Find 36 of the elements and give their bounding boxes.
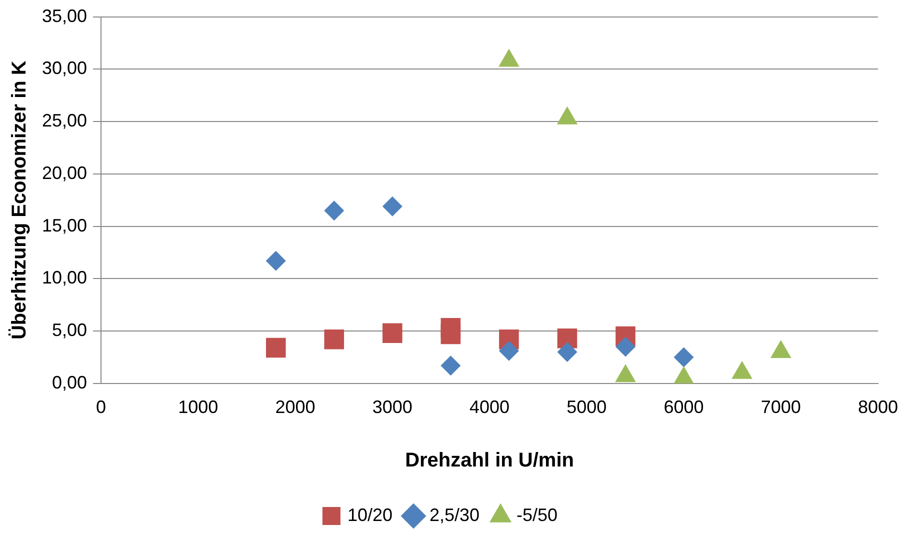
x-tick-label: 1000: [178, 397, 218, 418]
y-tick-label: 30,00: [42, 58, 88, 78]
y-tick-label: 25,00: [42, 110, 88, 131]
y-tick-label: 15,00: [42, 215, 88, 236]
point: [440, 324, 461, 344]
point: [440, 356, 461, 376]
point: [674, 347, 694, 368]
y-tick-label: 10,00: [42, 268, 88, 288]
point: [266, 338, 286, 358]
x-tick-label: 8000: [858, 397, 898, 418]
point: [498, 48, 520, 67]
point: [556, 106, 578, 124]
y-axis-title: Überhitzung Economizer in K: [8, 60, 31, 340]
point: [557, 342, 578, 362]
point: [498, 340, 519, 361]
y-tick-label: 35,00: [42, 6, 88, 26]
y-tick-label: 0,00: [52, 372, 88, 392]
point: [615, 336, 636, 357]
legend-label: 2,5/30: [429, 504, 480, 525]
point: [382, 196, 402, 216]
point: [324, 200, 344, 221]
point: [382, 323, 402, 344]
legend-label: -5/50: [516, 504, 558, 525]
point: [324, 330, 344, 350]
x-tick-label: 5000: [566, 397, 607, 418]
x-tick-label: 7000: [760, 397, 801, 418]
x-tick-label: 0: [96, 397, 106, 418]
y-tick-label: 20,00: [42, 162, 88, 183]
legend-label: 10/20: [347, 504, 392, 525]
x-tick-label: 6000: [664, 397, 704, 418]
y-tick-label: 5,00: [52, 320, 88, 340]
x-tick-label: 4000: [470, 397, 510, 418]
x-axis-title: Drehzahl in U/min: [405, 450, 574, 472]
x-tick-label: 2000: [275, 397, 316, 418]
x-tick-label: 3000: [372, 397, 412, 418]
point: [266, 250, 286, 271]
